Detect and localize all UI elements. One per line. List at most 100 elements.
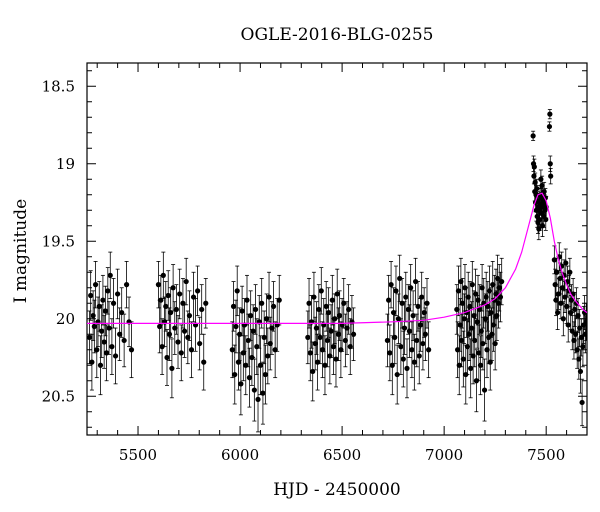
data-point: [489, 331, 495, 337]
data-point: [420, 340, 426, 347]
data-point: [387, 350, 393, 356]
data-point: [472, 337, 478, 344]
data-point: [341, 300, 347, 306]
data-point: [169, 365, 175, 371]
data-point: [459, 300, 466, 306]
data-point: [457, 322, 463, 328]
x-tick-label: 6000: [221, 446, 259, 464]
data-point: [486, 334, 492, 340]
data-point: [539, 223, 546, 229]
data-point: [571, 337, 577, 344]
data-point: [400, 356, 406, 362]
data-point: [538, 176, 544, 182]
data-point: [159, 344, 165, 350]
data-point: [390, 309, 397, 316]
data-point: [414, 337, 420, 344]
data-point: [575, 313, 581, 319]
data-point: [160, 272, 166, 278]
data-point: [477, 362, 484, 368]
data-point: [234, 288, 240, 294]
data-point: [166, 331, 173, 337]
data-point: [262, 371, 268, 378]
data-point: [90, 313, 96, 319]
data-point: [249, 354, 255, 361]
data-point: [559, 285, 566, 291]
data-point: [415, 303, 421, 309]
data-point: [416, 353, 422, 359]
data-point: [395, 316, 402, 322]
data-point: [170, 285, 176, 291]
data-point: [266, 294, 272, 300]
data-point: [553, 297, 559, 303]
data-point: [468, 325, 475, 331]
data-point: [482, 316, 488, 322]
data-point: [342, 337, 348, 344]
data-point: [178, 350, 184, 356]
data-point: [94, 347, 100, 353]
data-point: [265, 353, 271, 359]
data-point: [334, 291, 340, 297]
data-point: [577, 325, 583, 331]
data-point: [455, 288, 462, 294]
data-point: [582, 331, 587, 337]
data-point: [384, 337, 391, 344]
data-point: [250, 328, 256, 334]
data-point: [329, 297, 335, 303]
y-tick-label: 19.5: [42, 232, 75, 250]
x-tick-label: 5500: [119, 446, 157, 464]
data-point: [328, 328, 334, 334]
y-tick-label: 20: [56, 310, 75, 328]
y-tick-label: 20.5: [42, 387, 75, 405]
data-point: [322, 362, 328, 368]
data-point: [406, 328, 413, 334]
chart-title: OGLE-2016-BLG-0255: [241, 25, 434, 45]
data-point: [318, 288, 324, 294]
x-tick-label: 7500: [527, 446, 565, 464]
data-point: [103, 350, 110, 356]
data-point: [474, 319, 480, 325]
data-point: [405, 306, 411, 313]
data-point: [412, 278, 419, 285]
data-point: [403, 294, 409, 300]
data-point: [172, 325, 178, 331]
data-point: [565, 322, 571, 328]
data-point: [541, 189, 547, 195]
data-point: [109, 344, 115, 350]
data-point: [344, 325, 350, 331]
data-point: [257, 362, 264, 368]
data-point: [462, 285, 468, 291]
data-point: [554, 269, 560, 275]
data-point: [531, 173, 537, 179]
data-point: [577, 368, 584, 375]
data-point: [563, 260, 569, 266]
data-point: [163, 303, 169, 309]
data-point: [270, 303, 277, 309]
data-point: [568, 297, 575, 303]
data-point: [255, 396, 261, 402]
data-point: [562, 294, 568, 300]
data-point: [463, 371, 469, 378]
data-point: [102, 308, 108, 314]
data-point: [164, 354, 170, 361]
data-point: [243, 362, 249, 368]
data-point: [119, 309, 125, 316]
data-point: [486, 288, 493, 294]
data-point: [469, 282, 475, 288]
data-point: [244, 297, 250, 303]
data-point: [87, 334, 93, 340]
data-point: [173, 306, 179, 313]
data-point: [330, 344, 337, 350]
data-point: [276, 297, 282, 303]
data-point: [246, 375, 253, 381]
data-point: [261, 334, 267, 340]
data-point: [310, 368, 316, 375]
data-point: [409, 347, 415, 353]
data-point: [552, 282, 558, 288]
data-point: [269, 325, 275, 331]
y-tick-label: 19: [56, 155, 75, 173]
data-point: [100, 297, 106, 303]
data-point: [569, 328, 575, 334]
data-point: [267, 340, 273, 347]
data-point: [346, 306, 352, 313]
data-point: [175, 339, 181, 345]
